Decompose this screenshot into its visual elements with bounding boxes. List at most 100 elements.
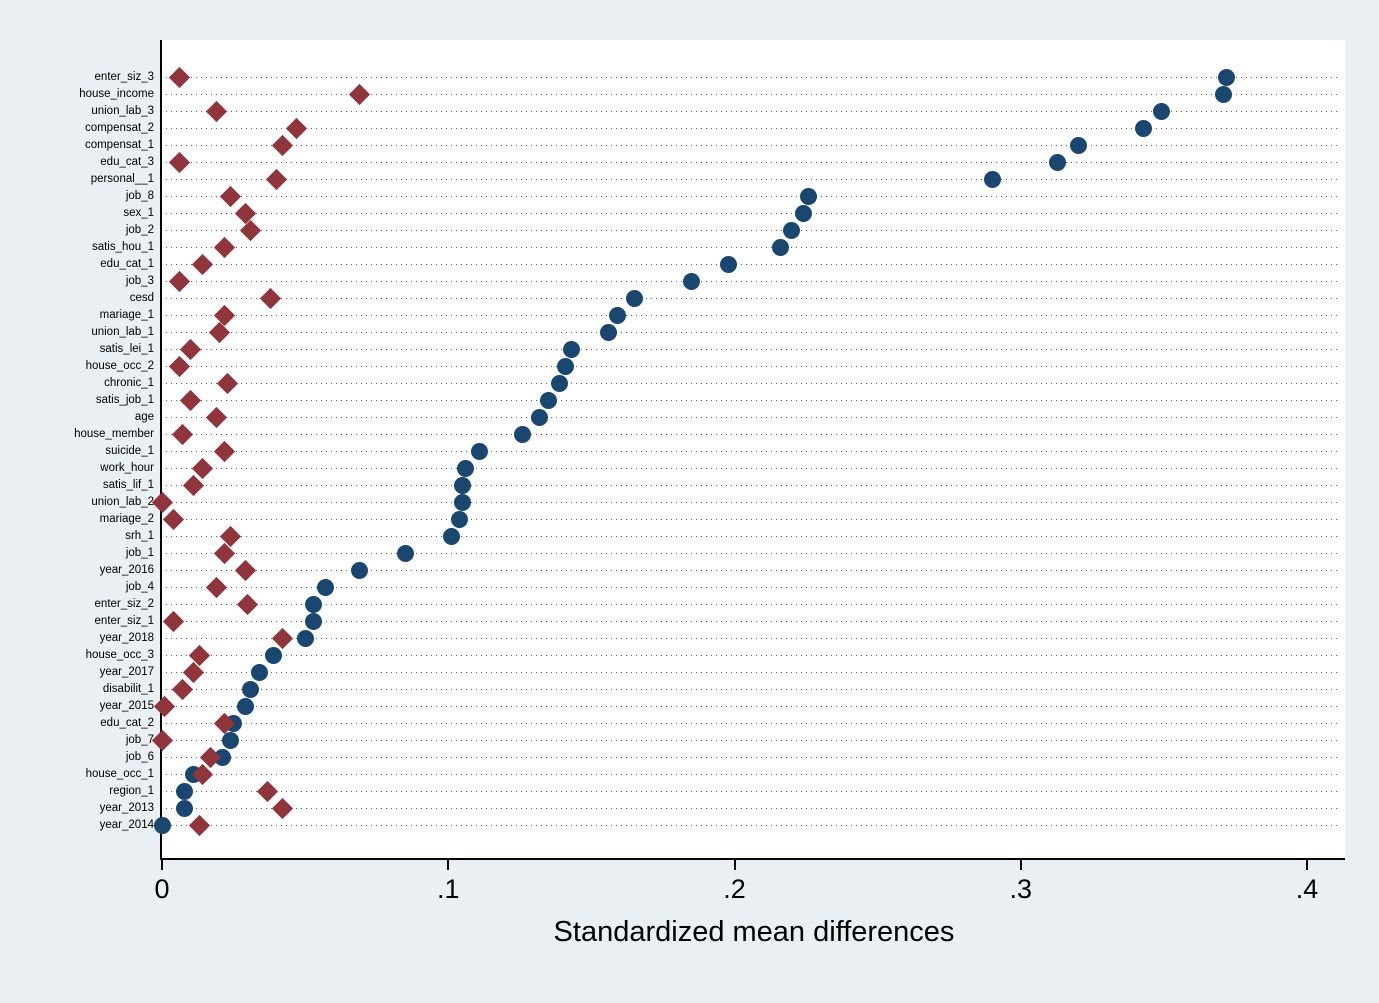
- navy-circles-marker: [213, 748, 231, 766]
- y-axis-label: chronic_1: [104, 377, 154, 389]
- gridline: [166, 689, 1339, 690]
- y-axis-label: job_4: [125, 581, 154, 593]
- gridline: [166, 383, 1339, 384]
- navy-circles-marker: [176, 782, 194, 800]
- y-axis-label: house_income: [79, 88, 154, 100]
- navy-circles-marker: [1069, 136, 1087, 154]
- navy-circles-marker: [296, 629, 314, 647]
- y-axis-label: enter_siz_1: [94, 615, 154, 627]
- gridline: [166, 757, 1339, 758]
- gridline: [166, 808, 1339, 809]
- y-axis-label: mariage_2: [99, 513, 154, 525]
- navy-circles-marker: [265, 646, 283, 664]
- gridline: [166, 468, 1339, 469]
- y-axis-label: union_lab_3: [91, 105, 154, 117]
- y-axis-line: [160, 40, 162, 860]
- gridline: [166, 213, 1339, 214]
- y-axis-label: year_2015: [99, 700, 154, 712]
- y-axis-label: sex_1: [123, 207, 154, 219]
- y-axis-label: enter_siz_2: [94, 598, 154, 610]
- navy-circles-marker: [983, 170, 1001, 188]
- gridline: [166, 332, 1339, 333]
- y-axis-label: job_2: [125, 224, 154, 236]
- navy-circles-marker: [600, 323, 618, 341]
- x-tick-label: .2: [723, 874, 746, 904]
- navy-circles-marker: [454, 476, 472, 494]
- gridline: [166, 417, 1339, 418]
- y-axis-label: age: [134, 411, 154, 423]
- gridline: [166, 111, 1339, 112]
- y-axis-label: suicide_1: [105, 445, 154, 457]
- gridline: [166, 349, 1339, 350]
- navy-circles-marker: [454, 493, 472, 511]
- gridline: [166, 94, 1339, 95]
- x-tick: [1019, 860, 1022, 870]
- y-axis-label: edu_cat_1: [100, 258, 154, 270]
- gridline: [166, 77, 1339, 78]
- gridline: [166, 536, 1339, 537]
- y-axis-label: cesd: [129, 292, 154, 304]
- navy-circles-marker: [236, 697, 254, 715]
- x-tick-label: .1: [436, 874, 460, 904]
- navy-circles-marker: [1215, 85, 1233, 103]
- y-axis-label: year_2017: [99, 666, 154, 678]
- y-axis-label: satis_job_1: [95, 394, 154, 406]
- navy-circles-marker: [250, 663, 268, 681]
- gridline: [166, 298, 1339, 299]
- navy-circles-marker: [396, 544, 414, 562]
- gridline: [166, 247, 1339, 248]
- navy-circles-marker: [800, 187, 818, 205]
- navy-circles-marker: [531, 408, 549, 426]
- x-tick-label: .4: [1295, 874, 1319, 904]
- navy-circles-marker: [305, 595, 323, 613]
- y-axis-label: work_hour: [100, 462, 154, 474]
- y-axis-label: year_2013: [99, 802, 154, 814]
- y-axis-label: region_1: [109, 785, 154, 797]
- gridline: [166, 723, 1339, 724]
- navy-circles-marker: [305, 612, 323, 630]
- navy-circles-marker: [1152, 102, 1170, 120]
- navy-circles-marker: [351, 561, 368, 579]
- navy-circles-marker: [562, 340, 580, 358]
- gridline: [166, 179, 1339, 180]
- navy-circles-marker: [1049, 153, 1067, 171]
- y-axis-label: job_6: [125, 751, 154, 763]
- x-axis-title: Standardized mean differences: [553, 916, 955, 948]
- y-axis-label: house_occ_3: [85, 649, 154, 661]
- gridline: [166, 502, 1339, 503]
- navy-circles-marker: [1218, 68, 1236, 86]
- y-axis-label: job_7: [125, 734, 154, 746]
- gridline: [166, 128, 1339, 129]
- navy-circles-marker: [683, 272, 701, 290]
- navy-circles-marker: [783, 221, 801, 239]
- navy-circles-marker: [625, 289, 643, 307]
- x-tick: [733, 860, 736, 870]
- y-axis-label: job_3: [125, 275, 154, 287]
- gridline: [166, 604, 1339, 605]
- navy-circles-marker: [451, 510, 469, 528]
- y-axis-label: satis_hou_1: [91, 241, 154, 253]
- y-axis-label: house_occ_2: [85, 360, 154, 372]
- y-axis-label: satis_lei_1: [99, 343, 154, 355]
- y-axis-label: job_8: [125, 190, 154, 202]
- gridline: [166, 655, 1339, 656]
- navy-circles-marker: [720, 255, 738, 273]
- y-axis-label: mariage_1: [99, 309, 154, 321]
- gridline: [166, 706, 1339, 707]
- x-tick-label: .3: [1009, 874, 1033, 904]
- gridline: [166, 281, 1339, 282]
- navy-circles-marker: [557, 357, 575, 375]
- gridline: [166, 621, 1339, 622]
- navy-circles-marker: [1135, 119, 1153, 137]
- navy-circles-marker: [222, 731, 240, 749]
- x-tick: [161, 860, 163, 870]
- navy-circles-marker: [442, 527, 460, 545]
- y-axis-label: year_2018: [99, 632, 154, 644]
- y-axis-label: satis_lif_1: [102, 479, 154, 491]
- y-axis-label: enter_siz_3: [94, 71, 154, 83]
- gridline: [166, 638, 1339, 639]
- navy-circles-marker: [514, 425, 532, 443]
- navy-circles-marker: [539, 391, 557, 409]
- gridline: [166, 587, 1339, 588]
- navy-circles-marker: [176, 799, 194, 817]
